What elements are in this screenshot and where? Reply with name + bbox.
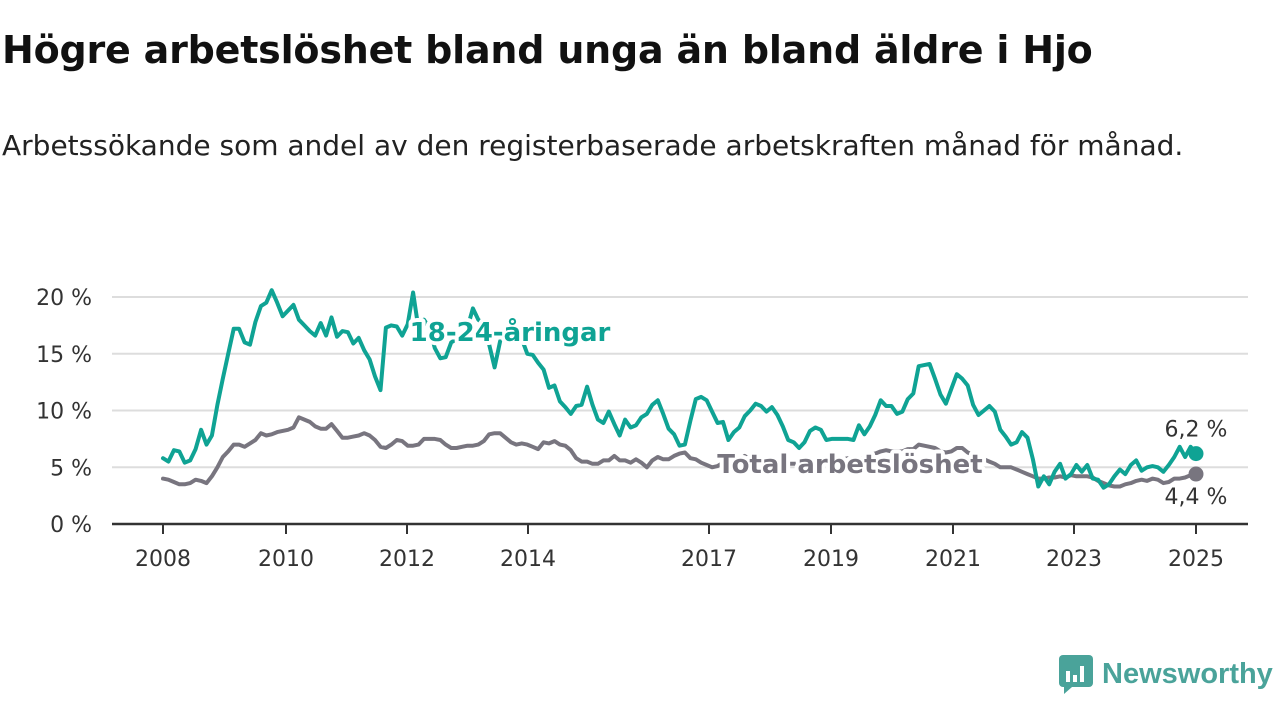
youth-end-point	[1188, 446, 1204, 462]
chart-subtitle: Arbetssökande som andel av den registerb…	[2, 129, 1184, 162]
x-tick-label: 2019	[803, 547, 859, 572]
youth-series-label: 18-24-åringar	[410, 316, 611, 348]
y-tick-label: 5 %	[50, 456, 92, 481]
y-tick-label: 10 %	[36, 400, 92, 425]
x-tick-label: 2017	[681, 547, 737, 572]
x-tick-label: 2014	[500, 547, 556, 572]
x-tick-label: 2025	[1168, 547, 1224, 572]
y-tick-label: 20 %	[36, 286, 92, 311]
x-tick-label: 2008	[135, 547, 191, 572]
total-end-value-label: 4,4 %	[1165, 485, 1228, 510]
newsworthy-bar-chart-icon	[1059, 655, 1093, 694]
brand-name: Newsworthy	[1102, 657, 1273, 690]
total-series-label: Total arbetslöshet	[717, 450, 982, 480]
youth-series-line	[161, 288, 1198, 490]
x-tick-label: 2012	[379, 547, 435, 572]
youth-end-value-label: 6,2 %	[1165, 418, 1228, 443]
chart-title: Högre arbetslöshet bland unga än bland ä…	[2, 28, 1093, 72]
x-tick-label: 2021	[925, 547, 981, 572]
total-series-line	[161, 415, 1198, 489]
x-tick-label: 2010	[258, 547, 314, 572]
total-end-point	[1188, 466, 1204, 482]
x-tick-label: 2023	[1046, 547, 1102, 572]
y-tick-label: 15 %	[36, 343, 92, 368]
line-chart: 0 % 5 % 10 % 15 % 20 % 2008 2010 2012 2014 2017 2…	[36, 286, 1248, 572]
newsworthy-logo: Newsworthy	[1058, 654, 1273, 694]
y-tick-label: 0 %	[50, 513, 92, 538]
